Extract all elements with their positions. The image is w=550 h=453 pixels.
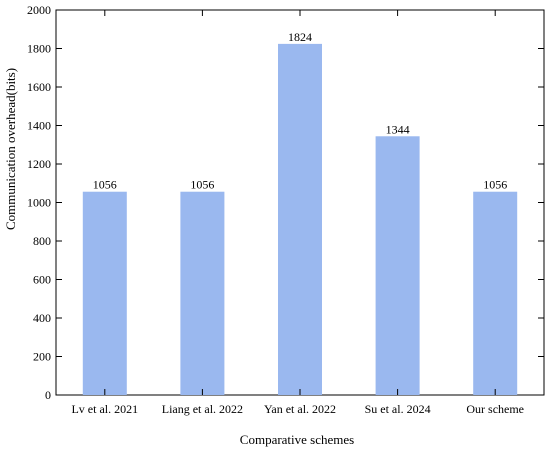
y-tick-label: 1000 [27, 196, 51, 210]
x-tick-label: Our scheme [466, 402, 524, 416]
bar [375, 136, 420, 395]
bar [278, 43, 322, 395]
bar-value-label: 1056 [483, 178, 507, 192]
bar [473, 191, 518, 395]
y-tick-label: 0 [45, 388, 51, 402]
x-ticks-layer: Lv et al. 2021 Liang et al. 2022 Yan et al… [71, 10, 524, 416]
y-tick-label: 1200 [27, 157, 51, 171]
y-axis-title: Communication overhead(bits) [3, 68, 18, 230]
bar [82, 191, 127, 395]
x-tick-label: Su et al. 2024 [365, 402, 431, 416]
x-tick-label: Liang et al. 2022 [162, 402, 243, 416]
bar-value-label: 1344 [386, 122, 410, 136]
x-axis-title: Comparative schemes [240, 432, 354, 447]
y-tick-label: 800 [33, 234, 51, 248]
y-tick-label: 600 [33, 273, 51, 287]
y-tick-label: 1400 [27, 119, 51, 133]
bar-value-label: 1056 [190, 178, 214, 192]
y-ticks-layer: 0 200 400 600 800 1000 1200 1400 1600 1800 2000 [27, 3, 544, 402]
bar-value-label: 1056 [93, 178, 117, 192]
bar-value-label: 1824 [288, 30, 312, 44]
bars-layer: 1056 1056 1824 1344 1056 [82, 30, 518, 395]
y-tick-label: 1800 [27, 42, 51, 56]
x-tick-label: Yan et al. 2022 [264, 402, 336, 416]
y-tick-label: 200 [33, 350, 51, 364]
x-tick-label: Lv et al. 2021 [71, 402, 138, 416]
y-tick-label: 1600 [27, 80, 51, 94]
y-tick-label: 400 [33, 311, 51, 325]
y-tick-label: 2000 [27, 3, 51, 17]
bar [180, 191, 225, 395]
